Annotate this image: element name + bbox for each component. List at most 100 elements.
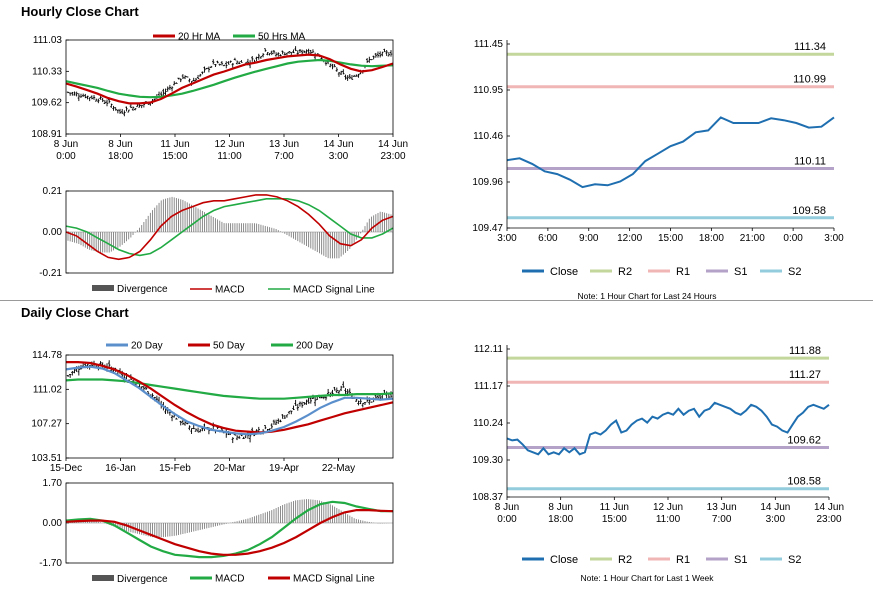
hourly-price-xtick-label: 11 Jun <box>160 139 189 150</box>
daily-price-ytick-label: 103.51 <box>31 453 62 464</box>
hourly-24h-ytick-label: 110.46 <box>473 131 503 142</box>
daily-week-xtick-label: 11 Jun <box>600 502 629 513</box>
daily-ma20-line <box>65 365 394 436</box>
daily-week-ytick-label: 109.30 <box>472 455 503 466</box>
hourly-macd-ytick-label: 0.00 <box>43 227 63 238</box>
hourly-24h-ytick-label: 109.96 <box>472 177 503 188</box>
hourly-ma20-line <box>65 53 394 105</box>
hourly-price-ytick-label: 108.91 <box>31 129 62 140</box>
hourly-24h-legend-close: Close <box>550 266 578 278</box>
daily-legend-divergence-swatch <box>92 575 114 581</box>
hourly-24h-ytick-label: 111.45 <box>474 39 504 50</box>
hourly-price-xtick-label: 8 Jun <box>108 139 132 150</box>
hourly-price-xtick-label: 7:00 <box>274 151 294 162</box>
hourly-price-xtick-label: 23:00 <box>380 151 405 162</box>
hourly-macd-ytick-label: -0.21 <box>39 268 62 279</box>
hourly-price-xtick-label: 15:00 <box>162 151 187 162</box>
daily-week-ytick-label: 112.11 <box>474 344 504 355</box>
daily-signal-line <box>65 509 394 556</box>
daily-legend-divergence: Divergence <box>117 574 168 585</box>
daily-week-legend-s2: S2 <box>788 554 801 566</box>
daily-price-ytick-label: 107.27 <box>31 419 62 430</box>
hourly-24h-xtick-label: 0:00 <box>783 233 803 244</box>
hourly-legend-ma20: 20 Hr MA <box>178 32 221 43</box>
hourly-price-xtick-label: 0:00 <box>56 151 76 162</box>
daily-week-legend-s1: S1 <box>734 554 747 566</box>
hourly-signal-line <box>65 198 394 257</box>
daily-macd-line <box>65 500 393 559</box>
hourly-price-xtick-label: 14 Jun <box>378 139 408 150</box>
hourly-24h-level-label-s2: 109.58 <box>792 205 826 217</box>
hourly-macd-ytick-label: 0.21 <box>43 186 63 197</box>
hourly-24h-level-label-r2: 111.34 <box>794 41 826 53</box>
daily-week-xtick-label: 7:00 <box>712 514 732 525</box>
daily-week-xtick-label: 3:00 <box>766 514 786 525</box>
daily-week-xtick-label: 13 Jun <box>707 502 737 513</box>
daily-week-xtick-label: 12 Jun <box>653 502 683 513</box>
daily-legend-ma200: 200 Day <box>296 341 333 352</box>
hourly-24h-xtick-label: 12:00 <box>617 233 642 244</box>
daily-macd-ytick-label: -1.70 <box>39 558 62 569</box>
hourly-24h-close-line <box>506 116 835 189</box>
hourly-24h-xtick-label: 18:00 <box>699 233 724 244</box>
daily-price-xtick-label: 20-Mar <box>214 463 246 474</box>
daily-macd-plot-area <box>65 482 394 564</box>
daily-price-ytick-label: 114.78 <box>32 350 62 361</box>
daily-week-xtick-label: 11:00 <box>656 514 681 525</box>
hourly-price-xtick-label: 12 Jun <box>214 139 244 150</box>
daily-price-xtick-label: 22-May <box>322 463 355 474</box>
daily-legend-macd: MACD <box>215 574 244 585</box>
daily-price-xtick-label: 16-Jan <box>105 463 136 474</box>
hourly-price-xtick-label: 3:00 <box>329 151 349 162</box>
daily-week-xtick-label: 14 Jun <box>814 502 844 513</box>
hourly-price-xtick-label: 11:00 <box>217 151 242 162</box>
hourly-price-ytick-label: 111.03 <box>33 35 63 46</box>
daily-price-xtick-label: 19-Apr <box>269 463 300 474</box>
hourly-macd-plot-area <box>65 190 394 274</box>
hourly-24h-ytick-label: 109.47 <box>472 223 503 234</box>
daily-week-level-label-r1: 111.27 <box>789 369 821 381</box>
daily-section-title: Daily Close Chart <box>21 305 129 320</box>
daily-week-legend-r2: R2 <box>618 554 632 566</box>
hourly-24h-level-label-s1: 110.11 <box>794 156 826 168</box>
daily-legend-ma20: 20 Day <box>131 341 163 352</box>
daily-week-xtick-label: 23:00 <box>816 514 841 525</box>
hourly-price-xtick-label: 14 Jun <box>323 139 353 150</box>
hourly-price-ytick-label: 110.33 <box>32 66 62 77</box>
daily-week-level-label-r2: 111.88 <box>789 345 821 357</box>
hourly-legend-ma50: 50 Hrs MA <box>258 32 306 43</box>
daily-price-xtick-label: 15-Feb <box>159 463 191 474</box>
hourly-24h-legend-r2: R2 <box>618 266 632 278</box>
hourly-price-xtick-label: 8 Jun <box>54 139 78 150</box>
hourly-price-xtick-label: 18:00 <box>108 151 133 162</box>
hourly-24h-xtick-label: 3:00 <box>497 233 517 244</box>
hourly-price-xtick-label: 13 Jun <box>269 139 299 150</box>
daily-price-xtick-label: 15-Dec <box>50 463 82 474</box>
hourly-24h-note: Note: 1 Hour Chart for Last 24 Hours <box>578 291 717 301</box>
hourly-legend-divergence: Divergence <box>117 284 168 295</box>
daily-week-xtick-label: 18:00 <box>548 514 573 525</box>
hourly-24h-legend-s1: S1 <box>734 266 747 278</box>
daily-week-legend-r1: R1 <box>676 554 690 566</box>
daily-ma50-line <box>66 361 394 434</box>
hourly-legend-macd: MACD <box>215 285 244 296</box>
daily-week-ytick-label: 108.37 <box>472 492 503 503</box>
hourly-24h-xtick-label: 6:00 <box>538 233 558 244</box>
hourly-legend-divergence-swatch <box>92 285 114 291</box>
hourly-price-ytick-label: 109.62 <box>31 98 62 109</box>
hourly-24h-level-label-r1: 110.99 <box>793 74 826 86</box>
hourly-macd-line <box>65 194 394 261</box>
hourly-24h-legend-s2: S2 <box>788 266 801 278</box>
daily-price-ytick-label: 111.02 <box>33 384 63 395</box>
daily-week-xtick-label: 8 Jun <box>495 502 519 513</box>
daily-legend-signal: MACD Signal Line <box>293 574 375 585</box>
daily-week-xtick-label: 15:00 <box>602 514 627 525</box>
daily-week-ytick-label: 111.17 <box>474 381 504 392</box>
hourly-24h-ytick-label: 110.95 <box>473 85 503 96</box>
daily-week-note: Note: 1 Hour Chart for Last 1 Week <box>580 573 714 583</box>
daily-legend-ma50: 50 Day <box>213 341 245 352</box>
hourly-24h-xtick-label: 15:00 <box>658 233 683 244</box>
daily-week-xtick-label: 0:00 <box>497 514 517 525</box>
daily-macd-ytick-label: 0.00 <box>43 518 63 529</box>
